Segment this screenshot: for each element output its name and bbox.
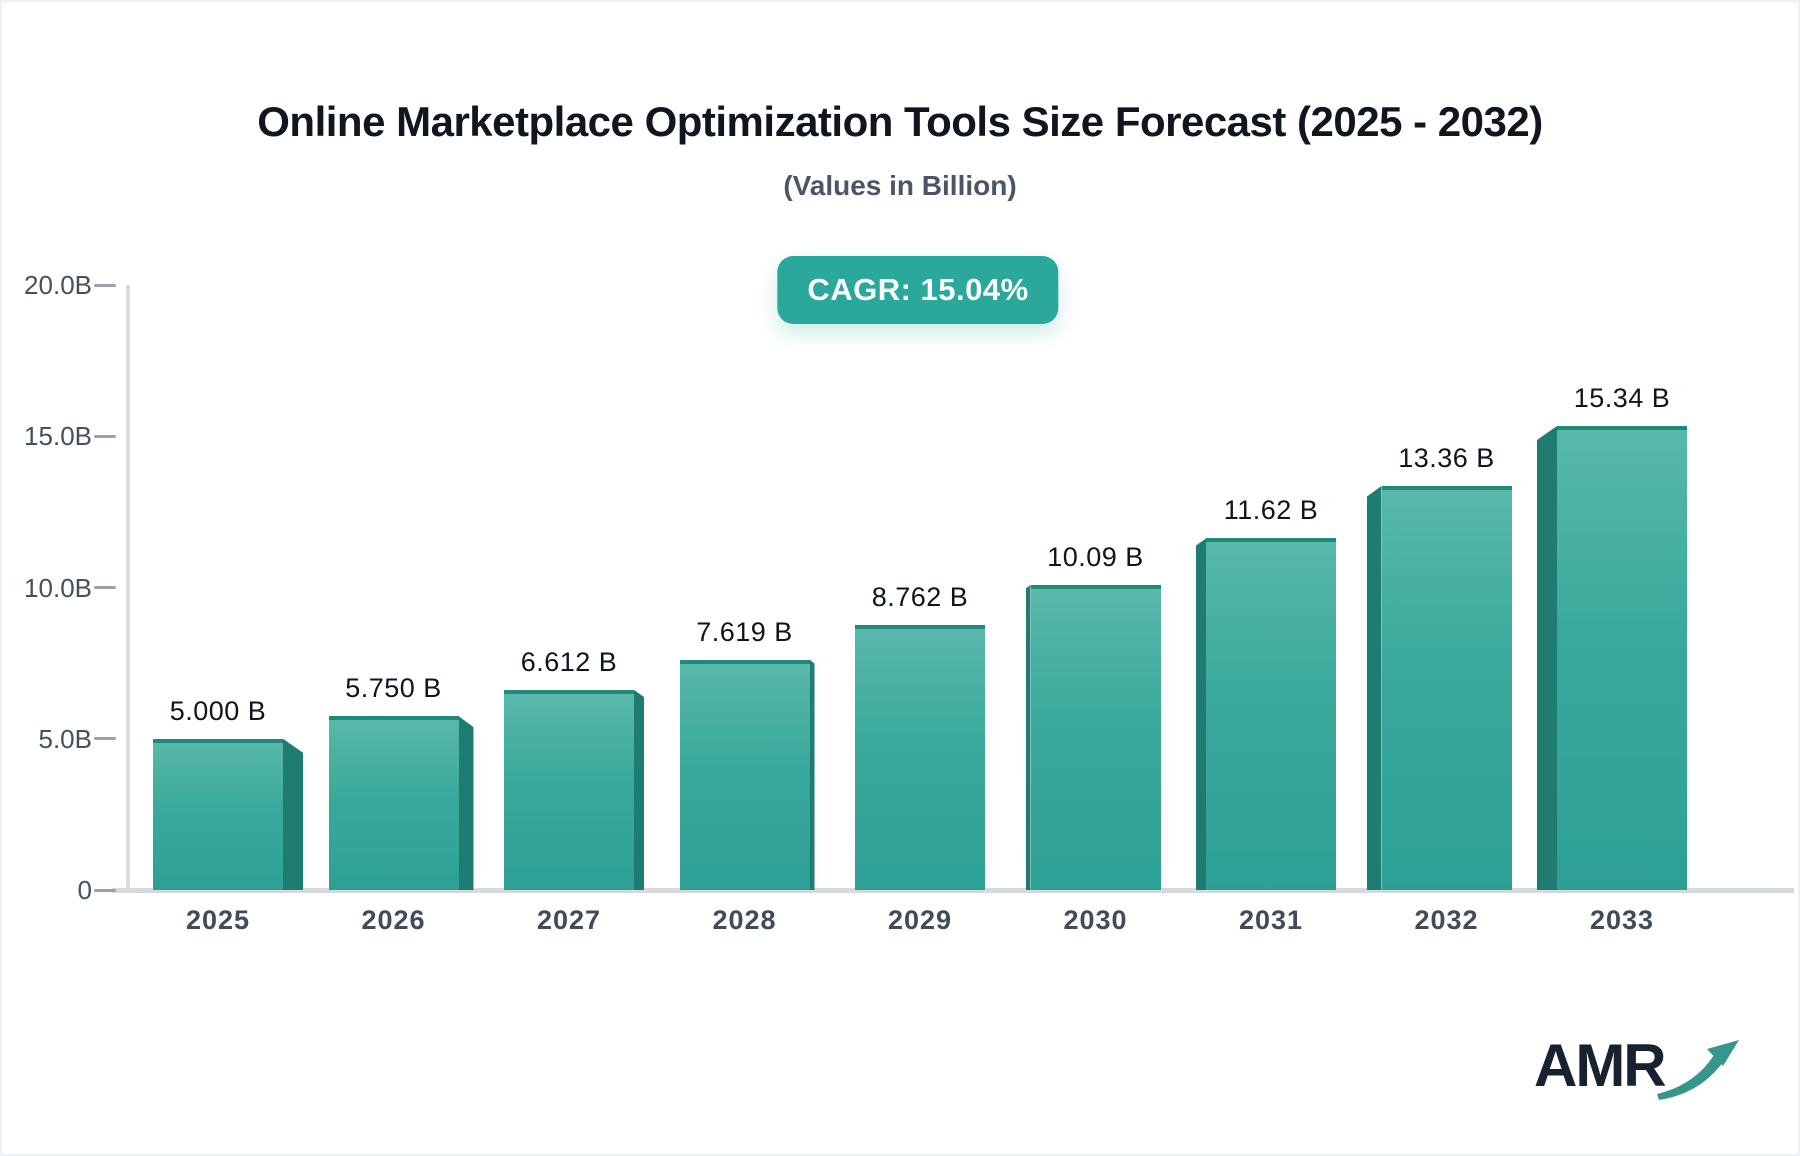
x-axis-label: 2026 bbox=[361, 905, 426, 935]
x-axis-label: 2028 bbox=[712, 905, 777, 935]
bar-3d-side bbox=[634, 689, 644, 890]
x-axis-baseline bbox=[112, 888, 1794, 893]
y-tick-label: 0 bbox=[77, 875, 92, 905]
bar-2026 bbox=[328, 716, 459, 890]
y-tick-mark bbox=[94, 888, 116, 892]
y-axis-line bbox=[126, 285, 130, 893]
x-axis-label: 2030 bbox=[1063, 905, 1128, 935]
y-tick-mark bbox=[94, 586, 116, 589]
bar-3d-side bbox=[1196, 538, 1206, 890]
bar-value-label: 8.762 B bbox=[871, 581, 969, 612]
bar-2025 bbox=[153, 738, 283, 890]
bar-2030 bbox=[1030, 584, 1161, 890]
bar-value-label: 13.36 B bbox=[1398, 442, 1495, 473]
bar-value-label: 10.09 B bbox=[1047, 541, 1144, 572]
bar-2033 bbox=[1557, 425, 1687, 890]
cagr-badge: CAGR: 15.04% bbox=[777, 256, 1059, 324]
x-axis-label: 2031 bbox=[1238, 905, 1304, 935]
bar-3d-side bbox=[1537, 425, 1557, 890]
x-axis-label: 2029 bbox=[887, 905, 953, 935]
bar-2032 bbox=[1381, 485, 1512, 890]
growth-arrow-icon bbox=[1656, 1040, 1739, 1100]
y-tick-mark bbox=[94, 283, 116, 287]
bar-2029 bbox=[855, 624, 985, 890]
bar-value-label: 15.34 B bbox=[1573, 382, 1671, 413]
amr-logo: AMR bbox=[1534, 1036, 1741, 1104]
bar-value-label: 5.750 B bbox=[345, 673, 442, 704]
bar-value-label: 7.619 B bbox=[696, 616, 793, 647]
bar-3d-side bbox=[283, 738, 303, 890]
x-axis-label: 2033 bbox=[1589, 905, 1655, 935]
bar-value-label: 11.62 B bbox=[1223, 495, 1319, 526]
bar-3d-side bbox=[1025, 584, 1031, 890]
chart-subtitle: (Values in Billion) bbox=[783, 170, 1017, 201]
y-tick-label: 15.0B bbox=[24, 421, 92, 452]
x-axis-label: 2025 bbox=[185, 905, 251, 935]
y-tick-label: 20.0B bbox=[24, 270, 92, 300]
bar-3d-side bbox=[458, 716, 474, 890]
chart-title: Online Marketplace Optimization Tools Si… bbox=[257, 98, 1543, 145]
amr-logo-text: AMR bbox=[1534, 1032, 1667, 1099]
y-tick-mark bbox=[94, 434, 116, 438]
y-tick-label: 5.0B bbox=[38, 723, 93, 754]
bar-value-label: 5.000 B bbox=[169, 695, 267, 726]
bar-2028 bbox=[679, 659, 810, 890]
x-axis-label: 2027 bbox=[536, 905, 602, 935]
y-tick-mark bbox=[94, 737, 116, 741]
y-tick-label: 10.0B bbox=[24, 572, 92, 603]
bar-3d-side bbox=[1366, 485, 1382, 890]
bar-2031 bbox=[1206, 538, 1336, 890]
bar-3d-side bbox=[809, 659, 815, 890]
bar-2027 bbox=[504, 689, 634, 890]
bar-value-label: 6.612 B bbox=[520, 646, 618, 677]
x-axis-label: 2032 bbox=[1414, 905, 1479, 935]
